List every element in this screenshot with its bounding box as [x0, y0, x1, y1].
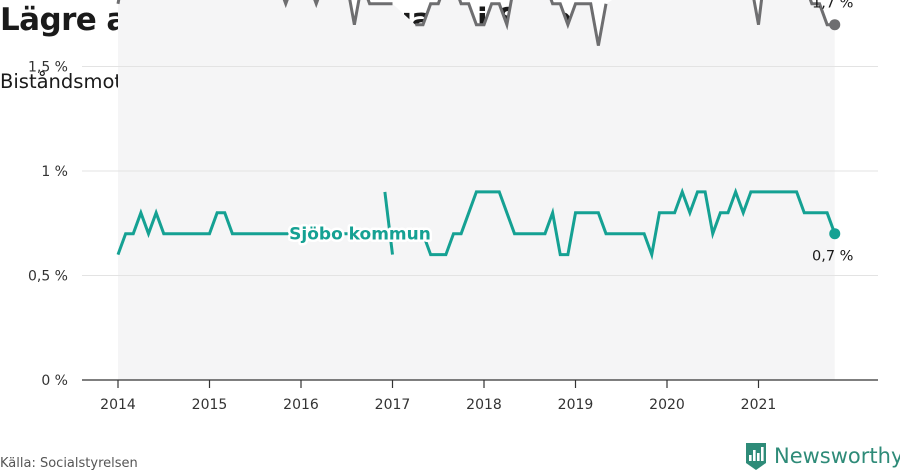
series-line-segment — [415, 187, 837, 261]
series-end-point — [829, 228, 841, 240]
series-line-segment — [415, 0, 608, 46]
y-tick-labels: 0 %0,5 %1 %1,5 %2 % — [28, 60, 68, 390]
series-skane: 1,7 % — [116, 0, 853, 46]
brand-name: Newsworthy — [774, 444, 900, 468]
series-lines: 1,7 % 0,7 % — [116, 0, 853, 265]
x-tick-label: 2018 — [466, 397, 502, 413]
series-line-segment — [752, 0, 835, 27]
bar-chart-badge-icon — [746, 443, 766, 470]
x-tick-label: 2020 — [649, 397, 685, 413]
x-tick-label: 2016 — [283, 397, 319, 413]
y-tick-label: 1,5 % — [28, 60, 68, 76]
series-sjobo: 0,7 % — [116, 187, 853, 265]
x-tick-label: 2015 — [192, 397, 228, 413]
series-labels: Skåne länSjöbo kommun — [287, 222, 434, 247]
y-tick-label: 0,5 % — [28, 269, 68, 285]
brand-logo: Newsworthy — [744, 441, 900, 471]
series-name-label: Sjöbo kommun — [289, 225, 431, 245]
series-line-segment — [116, 208, 370, 256]
x-tick-label: 2019 — [558, 397, 594, 413]
range-band — [118, 0, 835, 380]
source-note: Källa: Socialstyrelsen — [0, 456, 138, 471]
grid-layer — [82, 66, 878, 276]
line-chart: 0 %0,5 %1 %1,5 %2 % 20142015201620172018… — [28, 0, 878, 413]
x-tick-label: 2021 — [741, 397, 777, 413]
series-end-label: 0,7 % — [812, 249, 853, 265]
x-tick-label: 2017 — [375, 397, 411, 413]
series-end-point — [829, 19, 841, 31]
series-line-segment — [282, 0, 393, 25]
x-tick-label: 2014 — [100, 397, 136, 413]
y-tick-label: 0 % — [41, 373, 68, 389]
y-tick-label: 1 % — [41, 164, 68, 180]
range-band-layer — [118, 0, 835, 380]
series-line-segment — [383, 191, 394, 255]
x-axis: 2014 2015 2016 2017 2018 2019 2020 2021 — [82, 379, 878, 413]
series-end-label: 1,7 % — [812, 0, 853, 12]
